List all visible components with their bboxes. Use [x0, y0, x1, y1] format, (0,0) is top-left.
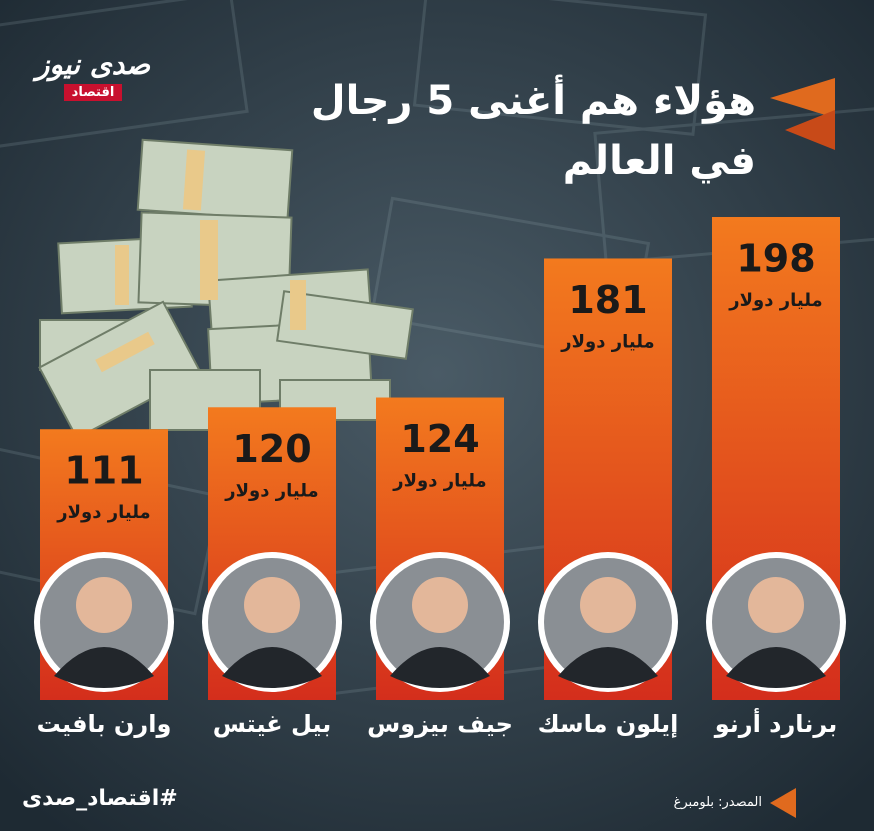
portrait-body — [54, 647, 154, 688]
unit-label: مليار دولار — [224, 480, 318, 501]
source: المصدر: بلومبرغ — [673, 795, 762, 810]
chart-title: في العالم — [562, 138, 756, 184]
portrait — [538, 552, 678, 692]
source-arrow — [770, 788, 796, 818]
category-label: برنارد أرنو — [714, 708, 838, 738]
portrait-body — [222, 647, 322, 688]
portrait-head — [748, 577, 804, 633]
money-stacks — [38, 138, 414, 440]
portrait — [370, 552, 510, 692]
portrait-body — [558, 647, 658, 688]
title-arrow — [785, 110, 835, 150]
portrait-head — [580, 577, 636, 633]
value-label: 198 — [736, 237, 815, 281]
hashtag: #اقتصاد_صدى — [22, 786, 178, 811]
unit-label: مليار دولار — [728, 290, 822, 311]
portrait — [706, 552, 846, 692]
portrait — [34, 552, 174, 692]
category-label: إيلون ماسك — [538, 710, 679, 738]
value-label: 181 — [568, 278, 647, 322]
portrait-head — [244, 577, 300, 633]
portrait — [202, 552, 342, 692]
portrait-head — [412, 577, 468, 633]
category-label: بيل غيتس — [213, 710, 332, 738]
title-arrow — [770, 78, 835, 118]
unit-label: مليار دولار — [392, 471, 486, 492]
logo: صدى نيوز اقتصاد — [28, 48, 158, 101]
unit-label: مليار دولار — [56, 502, 150, 523]
category-label: وارن بافيت — [37, 710, 172, 738]
unit-label: مليار دولار — [560, 331, 654, 352]
logo-text: صدى نيوز — [35, 48, 151, 81]
logo-sub: اقتصاد — [63, 84, 123, 101]
portrait-head — [76, 577, 132, 633]
value-label: 124 — [400, 417, 479, 461]
value-label: 120 — [232, 427, 311, 471]
portrait-body — [726, 647, 826, 688]
portrait-body — [390, 647, 490, 688]
value-label: 111 — [64, 449, 143, 493]
chart-title: هؤلاء هم أغنى 5 رجال — [310, 78, 756, 124]
category-label: جيف بيزوس — [367, 710, 513, 738]
